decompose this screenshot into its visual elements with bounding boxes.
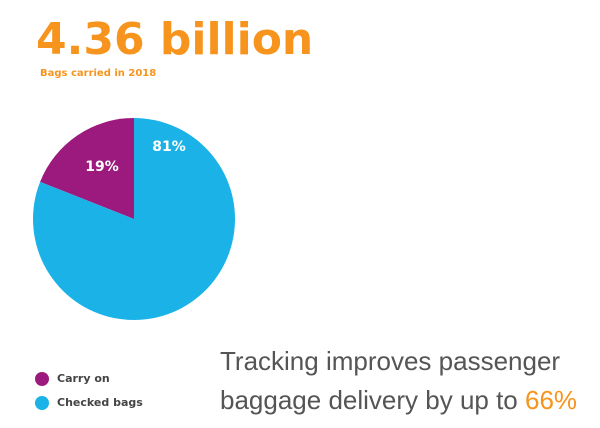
pie-slice xyxy=(40,118,134,219)
data-label: 19% xyxy=(85,159,119,175)
annotation-text: baggage delivery by up to xyxy=(220,385,518,415)
pie-slice xyxy=(32,118,235,320)
legend-swatch xyxy=(35,396,49,410)
annotation-line: baggage delivery by up to 66% xyxy=(220,385,577,415)
chart-title: 4.36 billion xyxy=(36,14,313,65)
annotation-highlight: 66% xyxy=(525,385,577,415)
legend-label: Checked bags xyxy=(57,396,143,409)
data-label: 81% xyxy=(152,139,186,155)
chart-subtitle: Bags carried in 2018 xyxy=(40,68,156,79)
legend-label: Carry on xyxy=(57,372,110,385)
annotation-line: Tracking improves passenger xyxy=(220,346,560,376)
legend-swatch xyxy=(35,372,49,386)
